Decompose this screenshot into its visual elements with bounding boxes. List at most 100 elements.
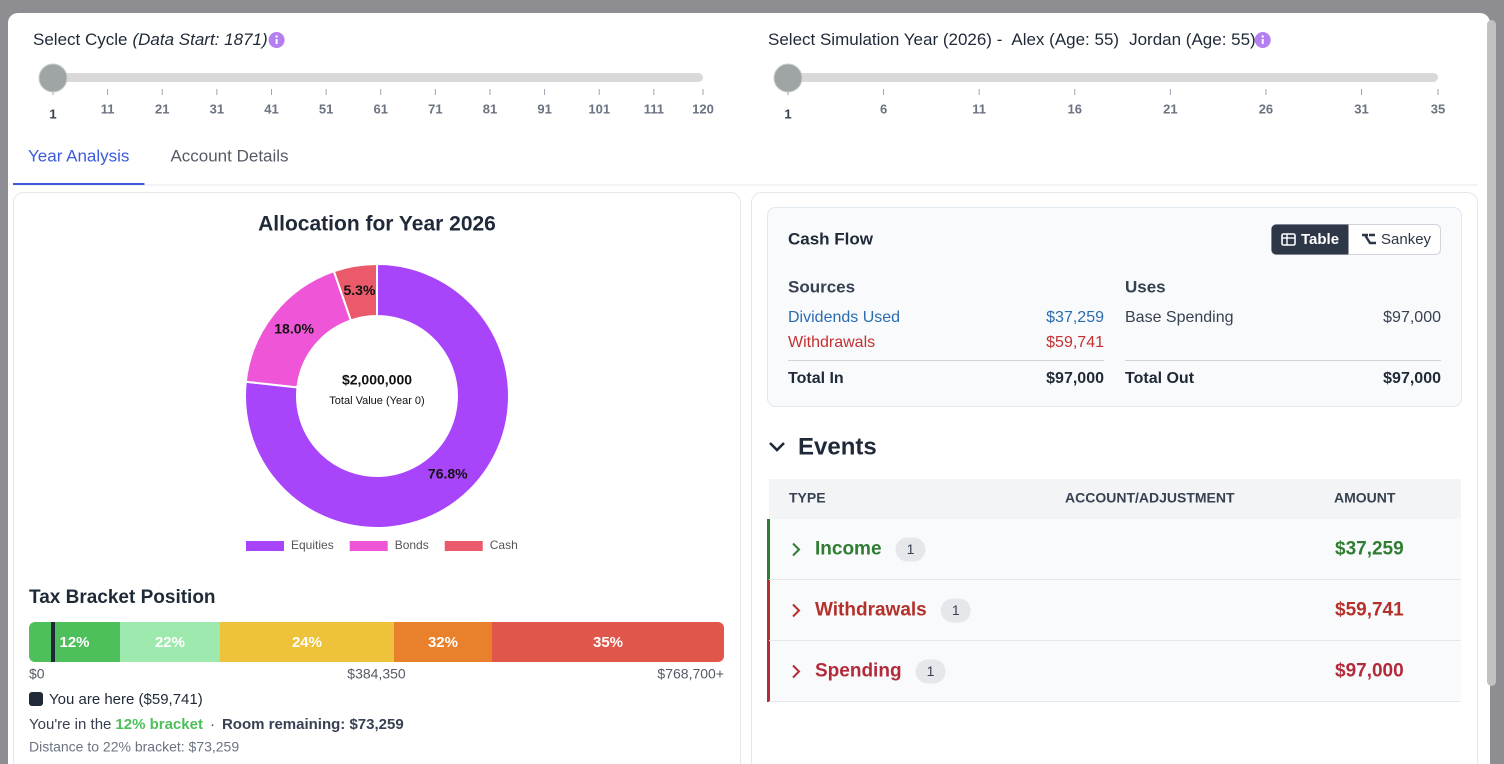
event-type: Withdrawals: [815, 600, 927, 621]
view-option[interactable]: Sankey: [1381, 231, 1432, 248]
legend-label[interactable]: Cash: [490, 538, 518, 552]
slider-tick-label: 31: [1354, 101, 1368, 116]
distance-label: Distance to 22% bracket: $73,259: [29, 739, 239, 755]
slider-tick-label: 31: [210, 101, 224, 116]
count-badge: [940, 598, 971, 623]
legend-label[interactable]: Equities: [291, 538, 334, 552]
bracket-label: 24%: [292, 634, 322, 651]
info-icon-dot: [1261, 35, 1264, 38]
axis-label: $0: [29, 666, 45, 682]
total-amount: $97,000: [1383, 370, 1441, 387]
event-type: Spending: [815, 661, 902, 682]
column-header: AMOUNT: [1334, 490, 1396, 506]
view-active[interactable]: [1271, 224, 1349, 255]
text-span: Jordan (Age: 55): [1129, 30, 1256, 49]
event-amount: $37,259: [1335, 539, 1404, 560]
slider-tick-label: 81: [483, 101, 497, 116]
slider-track[interactable]: [788, 73, 1438, 82]
event-amount: $97,000: [1335, 661, 1404, 682]
flow-amount: $59,741: [1046, 334, 1104, 351]
expand-chevron: [792, 664, 801, 679]
axis-label: $384,350: [347, 666, 406, 682]
event-row[interactable]: [769, 641, 1461, 702]
bracket-segment: [120, 622, 220, 662]
slider-tick-label: 35: [1431, 101, 1445, 116]
column-title: Uses: [1125, 277, 1166, 296]
count-badge: [915, 659, 946, 684]
bracket-bar: 12% 22% 24% 32% 35%: [29, 622, 724, 662]
year-label: Select Simulation Year (2026) - Alex (Age…: [768, 30, 1256, 49]
slider-track[interactable]: [53, 73, 703, 82]
slider-tick-label: 1: [49, 106, 56, 121]
bracket-segment: [219, 622, 394, 662]
total-label: Total Out: [1125, 370, 1195, 387]
text-span: Room remaining: $73,259: [222, 716, 404, 733]
text-span: (Data Start: 1871): [132, 30, 267, 49]
tab[interactable]: Account Details: [170, 146, 288, 165]
slider-thumb[interactable]: [38, 63, 68, 93]
slider-tick-label: 26: [1259, 101, 1273, 116]
center-value: $2,000,000: [342, 372, 412, 388]
donut-slice[interactable]: [244, 262, 510, 529]
cycle-label: Select Cycle (Data Start: 1871): [33, 30, 268, 49]
column-header: TYPE: [789, 490, 826, 506]
event-type: Income: [815, 539, 882, 560]
bracket-segment: [29, 622, 121, 662]
slider-thumb[interactable]: [773, 63, 803, 93]
cash-flow-card: [767, 207, 1462, 407]
info-icon-dot: [275, 35, 278, 38]
donut-slice[interactable]: [332, 262, 378, 322]
column-header: ACCOUNT/ADJUSTMENT: [1065, 490, 1235, 506]
section-title[interactable]: Events: [798, 433, 877, 460]
count-label: 1: [927, 663, 935, 679]
event-amount: $59,741: [1335, 600, 1404, 621]
card-title: Cash Flow: [788, 229, 874, 248]
event-row[interactable]: [769, 580, 1461, 641]
marker-key: [29, 692, 43, 706]
flow-label: Base Spending: [1125, 309, 1234, 326]
slider-tick-label: 21: [155, 101, 169, 116]
bracket-label: 22%: [155, 634, 185, 651]
axis-label: $768,700+: [657, 666, 724, 682]
bracket-label: 12%: [59, 634, 89, 651]
bracket-segment: [492, 622, 724, 662]
legend-swatch[interactable]: [246, 541, 284, 551]
flow-amount: $97,000: [1383, 309, 1441, 326]
legend-swatch[interactable]: [444, 541, 483, 551]
text-span: Select Cycle: [33, 30, 127, 49]
slider-tick-label: 61: [373, 101, 387, 116]
total-label: Total In: [788, 370, 844, 387]
sankey-icon: [1362, 233, 1376, 245]
table-icon: [1281, 233, 1296, 246]
data-label: 5.3%: [343, 282, 375, 298]
bracket-segment: [393, 622, 493, 662]
legend-label[interactable]: Bonds: [395, 538, 429, 552]
section-title: Tax Bracket Position: [29, 587, 216, 608]
text-span: Alex (Age: 55): [1011, 30, 1119, 49]
count-label: 1: [907, 541, 915, 557]
view-option[interactable]: Table: [1301, 231, 1339, 248]
legend-swatch[interactable]: [349, 541, 388, 551]
bracket-status: You're in the 12% bracket · Room remaining:…: [29, 716, 404, 733]
slider-tick-label: 111: [644, 101, 664, 116]
bracket-label: 35%: [593, 634, 623, 651]
count-label: 1: [952, 602, 960, 618]
table-header: [769, 479, 1461, 519]
collapse-chevron[interactable]: [769, 442, 785, 452]
row-accent: [767, 580, 770, 641]
row-accent: [767, 519, 770, 580]
slider-tick-label: 51: [319, 101, 333, 116]
tab-underline: [13, 183, 145, 185]
slider-tick-label: 6: [880, 101, 887, 116]
expand-chevron: [792, 603, 801, 618]
tab[interactable]: Year Analysis: [28, 146, 129, 165]
chart-title: Allocation for Year 2026: [258, 213, 496, 236]
scrollbar[interactable]: [1487, 20, 1496, 686]
flow-label: Withdrawals: [788, 334, 875, 351]
total-amount: $97,000: [1046, 370, 1104, 387]
center-label: Total Value (Year 0): [329, 395, 424, 407]
event-row[interactable]: [769, 519, 1461, 580]
column-title: Sources: [788, 277, 855, 296]
marker-label: You are here ($59,741): [49, 691, 203, 708]
